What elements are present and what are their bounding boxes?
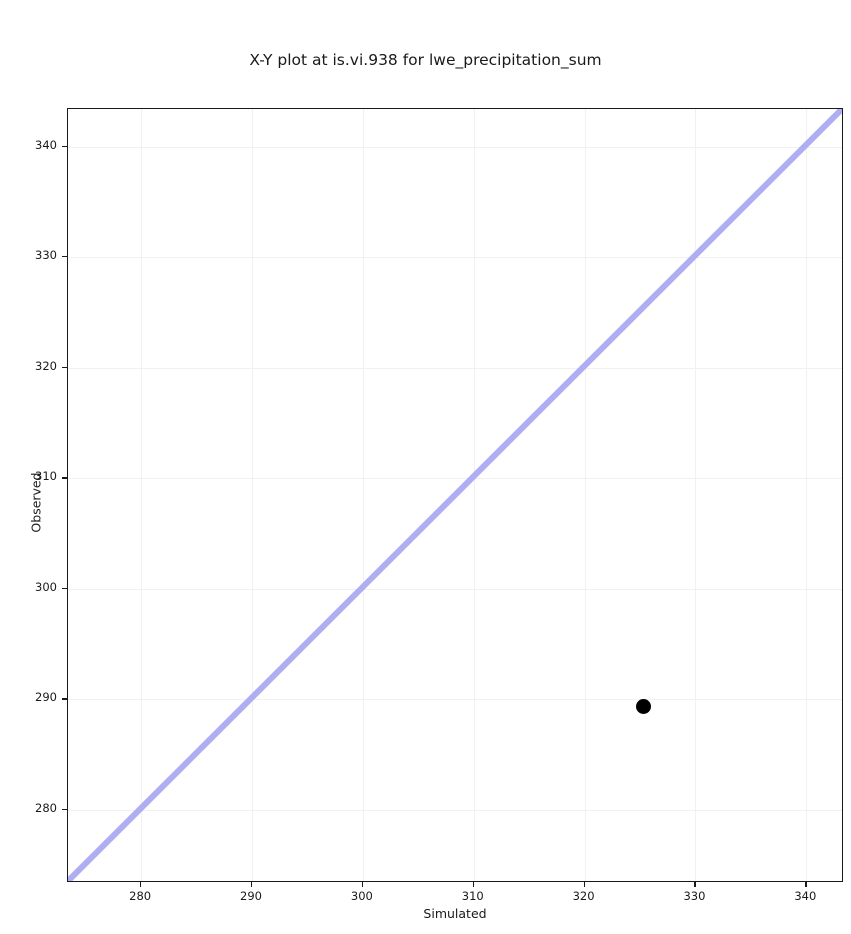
x-tick: 320 [554, 890, 614, 902]
x-tick-mark [140, 882, 142, 887]
gridline-vertical [362, 109, 364, 881]
x-tick-label: 310 [461, 889, 484, 903]
gridline-horizontal [68, 367, 842, 369]
x-axis-label: Simulated [423, 906, 487, 921]
gridline-horizontal [68, 810, 842, 812]
x-tick: 340 [775, 890, 835, 902]
x-tick-label: 340 [794, 889, 817, 903]
data-point[interactable] [635, 698, 651, 714]
gridline-vertical [695, 109, 697, 881]
y-tick-label: 310 [35, 469, 57, 484]
y-tick-mark [62, 698, 67, 700]
gridline-vertical [473, 109, 475, 881]
x-tick: 310 [443, 890, 503, 902]
gridline-horizontal [68, 699, 842, 701]
y-tick-label: 320 [35, 358, 57, 373]
gridline-horizontal [68, 257, 842, 259]
y-tick-label: 340 [35, 137, 57, 152]
plot-area [67, 108, 843, 882]
x-tick-mark [583, 882, 585, 887]
x-tick-mark [694, 882, 696, 887]
x-tick-mark [805, 882, 807, 887]
y-tick-mark [62, 477, 67, 479]
x-tick: 300 [332, 890, 392, 902]
y-tick-label: 300 [35, 579, 57, 594]
x-tick: 280 [110, 890, 170, 902]
y-tick-label: 290 [35, 690, 57, 705]
chart-title-line-1: X-Y plot at is.vi.938 for lwe_precipitat… [249, 51, 602, 69]
y-tick-label: 330 [35, 248, 57, 263]
gridline-horizontal [68, 146, 842, 148]
x-tick: 330 [664, 890, 724, 902]
y-tick-mark [62, 587, 67, 590]
gridline-vertical [141, 109, 143, 881]
y-tick-label: 280 [35, 801, 57, 816]
x-tick-label: 320 [572, 889, 595, 903]
x-tick-label: 330 [683, 889, 706, 903]
y-tick-mark [62, 256, 67, 258]
x-tick-mark [361, 882, 364, 887]
x-tick-label: 300 [350, 889, 373, 903]
x-tick-label: 280 [129, 889, 152, 903]
gridline-vertical [806, 109, 808, 881]
x-tick-mark [472, 882, 475, 887]
y-tick-mark [62, 366, 67, 369]
y-tick-mark [62, 809, 67, 811]
y-axis-label: Observed [28, 472, 44, 533]
y-tick-mark [62, 145, 67, 147]
x-tick: 290 [221, 890, 281, 902]
gridline-horizontal [68, 478, 842, 480]
identity-line [68, 109, 842, 881]
x-tick-label: 290 [240, 889, 262, 903]
x-tick-mark [251, 882, 253, 887]
gridline-horizontal [68, 588, 842, 590]
gridline-vertical [584, 109, 586, 881]
gridline-vertical [252, 109, 254, 881]
